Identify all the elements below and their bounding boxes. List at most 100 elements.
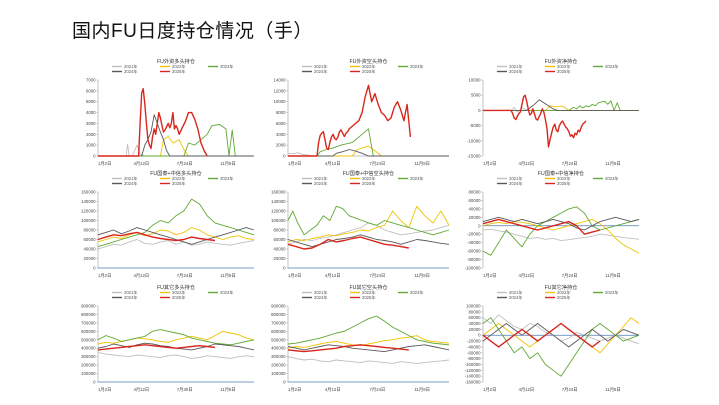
y-tick-label: 700000	[271, 320, 286, 325]
x-tick-label: 4月12日	[133, 387, 149, 393]
y-tick-label: -10000	[467, 138, 481, 143]
legend-label: 2023年	[605, 289, 619, 296]
x-tick-label: 7月30日	[177, 387, 193, 393]
series-line	[483, 100, 639, 111]
legend-label: 2021年	[124, 289, 138, 296]
y-tick-label: 8000	[276, 110, 286, 115]
x-tick-label: 1月2日	[483, 161, 496, 167]
series-line	[287, 234, 450, 248]
x-tick-label: 11月8日	[605, 273, 620, 279]
y-tick-label: 60000	[274, 237, 287, 242]
series-line	[97, 227, 255, 243]
y-tick-label: 0	[283, 266, 286, 271]
y-tick-label: 500000	[81, 337, 96, 342]
y-tick-label: 0	[478, 333, 481, 338]
x-tick-label: 7月24日	[562, 161, 578, 167]
y-tick-label: 40000	[274, 247, 287, 252]
y-tick-label: 300000	[271, 354, 286, 359]
legend-label: 2022年	[362, 289, 376, 296]
y-tick-label: 4000	[276, 132, 286, 137]
chart-title: FU其它净持仓	[545, 283, 579, 291]
x-tick-label: 7月24日	[177, 161, 193, 167]
x-tick-label: 7月24日	[370, 387, 386, 393]
x-tick-label: 1月2日	[483, 273, 496, 279]
series-line	[483, 99, 639, 111]
legend-label: 2024年	[124, 180, 138, 187]
y-tick-label: 0	[93, 266, 96, 271]
y-tick-label: 40000	[469, 321, 482, 326]
y-tick-label: 0	[478, 223, 481, 228]
y-tick-label: 900000	[271, 304, 286, 309]
y-tick-label: 600000	[271, 329, 286, 334]
x-tick-label: 11月8日	[414, 273, 429, 279]
series-line	[287, 344, 409, 353]
series-line	[288, 145, 449, 157]
y-tick-label: 80000	[469, 309, 482, 314]
y-tick-label: 20000	[84, 256, 97, 261]
y-tick-label: 120000	[81, 209, 96, 214]
x-tick-label: 1月2日	[98, 273, 111, 279]
chart-title: FU外资多头持仓	[157, 57, 196, 65]
series-line	[98, 124, 254, 157]
chart-legend: 2021年 2022年 2023年 2024年 2025年	[112, 289, 234, 301]
series-line	[97, 198, 255, 248]
series-line	[97, 344, 216, 351]
x-tick-label: 7月24日	[562, 273, 578, 279]
series-line	[482, 317, 640, 377]
x-tick-label: 11月8日	[605, 161, 620, 167]
legend-label: 2021年	[124, 63, 138, 70]
series-line	[287, 315, 450, 346]
chart-title: FU国泰+中信净持仓	[538, 169, 585, 177]
y-tick-label: 20000	[274, 256, 287, 261]
chart-legend: 2021年 2022年 2023年 2024年 2025年	[497, 63, 619, 75]
chart-title: FU国泰+中信多头持仓	[150, 169, 202, 177]
y-tick-label: -100000	[465, 266, 481, 271]
chart-panel: FU外资空头持仓 2021年 2022年 2023年 2024年 2025年 0 2000 40…	[274, 57, 449, 167]
y-tick-label: -40000	[467, 344, 481, 349]
series-line	[97, 239, 255, 250]
legend-label: 2022年	[172, 289, 186, 296]
y-tick-label: 4000	[86, 110, 96, 115]
y-tick-label: 20000	[469, 327, 482, 332]
y-tick-label: -15000	[467, 154, 481, 159]
legend-label: 2022年	[362, 175, 376, 182]
legend-label: 2021年	[124, 175, 138, 182]
legend-label: 2025年	[172, 180, 186, 187]
legend-label: 2025年	[362, 68, 376, 75]
legend-label: 2024年	[314, 294, 328, 301]
legend-label: 2024年	[314, 68, 328, 75]
x-tick-label: 4月12日	[133, 273, 149, 279]
series-line	[287, 205, 450, 243]
x-tick-label: 4月12日	[518, 387, 534, 393]
y-tick-label: -20000	[467, 339, 481, 344]
legend-label: 2023年	[220, 289, 234, 296]
series-line	[288, 84, 412, 157]
y-tick-label: 5000	[86, 99, 96, 104]
y-tick-label: 5000	[471, 93, 481, 98]
x-tick-label: 11月8日	[414, 387, 429, 393]
legend-label: 2021年	[509, 175, 523, 182]
series-line	[482, 216, 640, 231]
series-line	[483, 94, 587, 148]
y-tick-label: -100000	[465, 362, 481, 367]
y-tick-label: 6000	[276, 121, 286, 126]
legend-label: 2025年	[362, 294, 376, 301]
y-tick-label: 6000	[86, 88, 96, 93]
y-tick-label: 200000	[81, 363, 96, 368]
y-tick-label: -40000	[467, 240, 481, 245]
y-tick-label: 14000	[274, 78, 287, 83]
chart-panel: FU国泰+中信空头持仓 2021年 2022年 2023年 2024年 2025年 0 200…	[271, 169, 450, 279]
y-tick-label: 7000	[86, 78, 96, 83]
y-tick-label: 600000	[81, 329, 96, 334]
y-tick-label: 300000	[81, 354, 96, 359]
legend-label: 2025年	[362, 180, 376, 187]
chart-legend: 2021年 2022年 2023年 2024年 2025年	[302, 63, 424, 75]
y-tick-label: 12000	[274, 88, 287, 93]
y-tick-label: 20000	[469, 215, 482, 220]
y-tick-label: 60000	[469, 315, 482, 320]
x-tick-label: 11月8日	[414, 161, 429, 167]
series-line	[287, 205, 450, 236]
x-tick-label: 1月2日	[98, 387, 111, 393]
x-tick-label: 11月8日	[220, 387, 235, 393]
legend-label: 2022年	[172, 175, 186, 182]
